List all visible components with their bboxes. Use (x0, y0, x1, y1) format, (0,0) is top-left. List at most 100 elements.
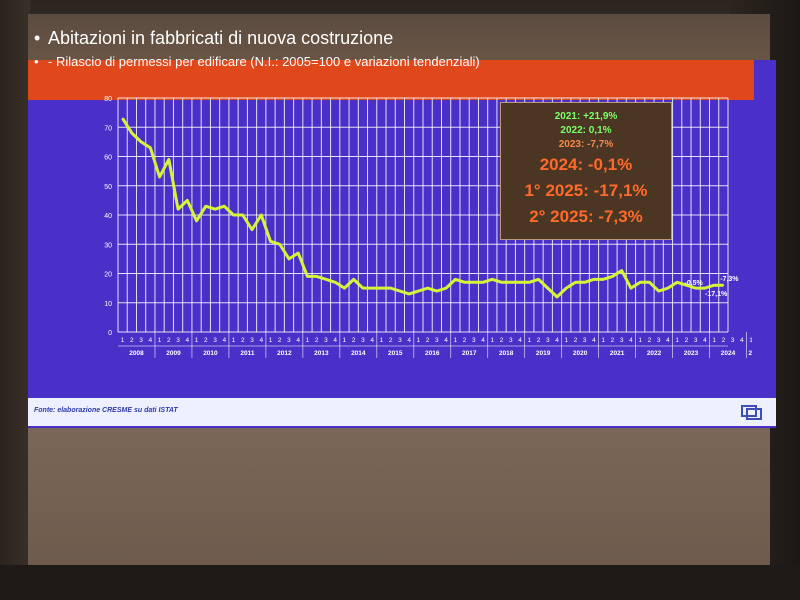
title-banner (28, 60, 754, 100)
y-tick-label: 0 (108, 330, 112, 337)
data-point (343, 287, 346, 289)
data-point (436, 290, 438, 292)
data-point (362, 287, 364, 289)
quarter-tick-label: 3 (287, 337, 291, 344)
data-point (528, 281, 531, 284)
data-point (399, 290, 401, 292)
quarter-tick-label: 3 (583, 337, 587, 344)
quarter-tick-label: 3 (657, 337, 661, 344)
data-point (454, 278, 457, 281)
quarter-tick-label: 4 (555, 337, 559, 344)
data-point (611, 275, 614, 278)
data-point (556, 296, 558, 298)
series-line (121, 117, 724, 299)
quarter-tick-label: 4 (222, 337, 226, 344)
data-point (685, 284, 688, 286)
quarter-tick-label: 1 (527, 337, 531, 344)
quarter-tick-label: 3 (398, 337, 402, 344)
quarter-tick-label: 2 (722, 337, 726, 344)
year-tick-label: 2017 (462, 350, 477, 357)
quarter-tick-label: 2 (130, 337, 134, 344)
source-band (28, 398, 776, 426)
y-tick-label: 10 (104, 301, 112, 308)
data-point (510, 281, 512, 284)
point-label: -7,3% (720, 276, 739, 283)
quarter-tick-label: 3 (731, 337, 735, 344)
data-point (426, 287, 429, 289)
quarter-tick-label: 2 (685, 337, 689, 344)
data-point (297, 252, 300, 254)
year-tick-label: 2023 (684, 350, 699, 357)
quarter-tick-label: 2 (537, 337, 541, 344)
quarter-tick-label: 2 (463, 337, 467, 344)
annotation-2024: 2024: -0,1% (539, 155, 633, 174)
quarter-tick-label: 2 (648, 337, 652, 344)
year-tick-label: 2009 (166, 350, 181, 357)
data-point (593, 278, 595, 281)
year-tick-label: 2013 (314, 350, 329, 357)
quarter-tick-label: 2 (389, 337, 393, 344)
quarter-tick-label: 2 (500, 337, 504, 344)
annotation-box: 2021: +21,9% 2022: 0,1% 2023: -7,7% 2024… (500, 102, 672, 240)
quarter-tick-label: 3 (694, 337, 698, 344)
quarter-tick-label: 4 (259, 337, 263, 344)
data-point (278, 243, 281, 246)
quarter-tick-label: 1 (417, 337, 421, 344)
quarter-tick-label: 2 (204, 337, 208, 344)
point-label: -0,5% (685, 280, 704, 287)
data-point (131, 132, 133, 134)
year-tick-label: 2020 (573, 350, 588, 357)
quarter-tick-label: 4 (407, 337, 411, 344)
data-point (583, 281, 586, 284)
data-point (325, 278, 327, 281)
data-point (565, 287, 568, 289)
quarter-tick-label: 1 (195, 337, 199, 344)
year-tick-label: 2021 (610, 350, 625, 357)
quarter-tick-label: 3 (620, 337, 624, 344)
data-point (463, 281, 466, 284)
y-tick-label: 40 (104, 213, 112, 220)
data-point (214, 208, 216, 210)
data-point (186, 199, 189, 202)
quarter-tick-label: 1 (454, 337, 458, 344)
quarter-tick-label: 1 (232, 337, 236, 344)
quarter-tick-label: 3 (250, 337, 254, 344)
year-tick-label: 2011 (240, 350, 254, 357)
quarter-tick-label: 1 (749, 337, 752, 344)
room-left-wall (0, 0, 30, 600)
data-point (223, 205, 226, 208)
cresme-logo-icon (741, 405, 762, 420)
quarter-tick-label: 4 (518, 337, 522, 344)
quarter-tick-label: 1 (638, 337, 642, 344)
slide-subtitle: • - Rilascio di permessi per edificare (N… (34, 54, 480, 69)
year-tick-label: 2016 (425, 350, 440, 357)
data-point (251, 228, 253, 231)
data-point (676, 281, 678, 284)
quarter-tick-label: 2 (315, 337, 319, 344)
data-point (482, 281, 484, 284)
annotation-2023: 2023: -7,7% (558, 139, 614, 150)
data-point (371, 287, 373, 289)
quarter-tick-label: 1 (343, 337, 347, 344)
screen-top-area (28, 14, 770, 64)
data-point (241, 214, 244, 216)
y-tick-label: 60 (104, 155, 112, 162)
quarter-tick-label: 3 (213, 337, 217, 344)
data-point (574, 281, 577, 284)
quarter-tick-label: 3 (324, 337, 328, 344)
year-tick-label: 2025 (748, 350, 752, 357)
quarter-tick-label: 4 (444, 337, 448, 344)
data-point (537, 278, 540, 281)
data-point (352, 278, 355, 281)
subtitle-bullet: • (34, 54, 39, 69)
quarter-tick-label: 4 (629, 337, 633, 344)
data-point (473, 281, 475, 284)
data-point (704, 287, 706, 289)
annotation-2022: 2022: 0,1% (560, 125, 612, 136)
quarter-tick-label: 1 (712, 337, 716, 344)
y-tick-label: 20 (104, 272, 112, 279)
year-tick-label: 2008 (129, 350, 144, 357)
data-point (168, 158, 170, 161)
data-point (315, 275, 318, 278)
quarter-tick-label: 3 (472, 337, 476, 344)
